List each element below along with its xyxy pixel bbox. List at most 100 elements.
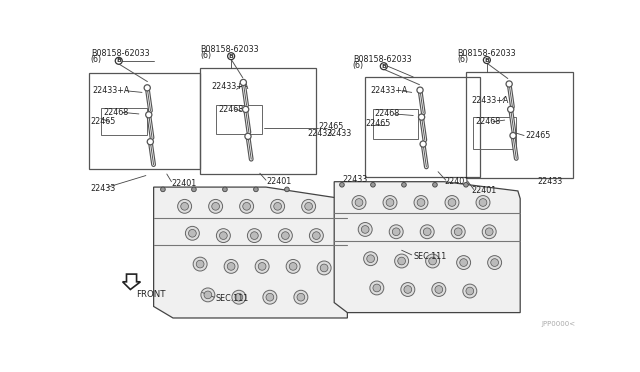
Text: 22433+A: 22433+A bbox=[371, 86, 408, 95]
Circle shape bbox=[144, 85, 150, 91]
Circle shape bbox=[483, 57, 490, 64]
Circle shape bbox=[271, 199, 285, 213]
Text: 22465: 22465 bbox=[90, 117, 115, 126]
Circle shape bbox=[432, 283, 446, 296]
Circle shape bbox=[367, 255, 374, 263]
Circle shape bbox=[297, 294, 305, 301]
Circle shape bbox=[253, 187, 259, 192]
Text: 22468: 22468 bbox=[103, 108, 129, 117]
Bar bbox=[200, 68, 316, 174]
Text: 22465: 22465 bbox=[525, 131, 551, 140]
Text: B08158-62033: B08158-62033 bbox=[91, 49, 150, 58]
Circle shape bbox=[404, 286, 412, 294]
Text: 22401: 22401 bbox=[266, 177, 291, 186]
Circle shape bbox=[466, 287, 474, 295]
Text: JPP0000<: JPP0000< bbox=[541, 321, 575, 327]
Text: B: B bbox=[228, 54, 234, 59]
Circle shape bbox=[228, 53, 235, 60]
Circle shape bbox=[371, 183, 375, 187]
Circle shape bbox=[389, 225, 403, 239]
Text: SEC.111: SEC.111 bbox=[216, 294, 249, 303]
Polygon shape bbox=[123, 274, 140, 289]
Circle shape bbox=[433, 183, 437, 187]
Text: SEC.111: SEC.111 bbox=[413, 252, 447, 261]
Circle shape bbox=[358, 222, 372, 236]
Text: 22433+A: 22433+A bbox=[472, 96, 509, 105]
Circle shape bbox=[224, 259, 238, 273]
Text: FRONT: FRONT bbox=[136, 291, 165, 299]
Circle shape bbox=[193, 257, 207, 271]
Circle shape bbox=[402, 183, 406, 187]
Circle shape bbox=[479, 199, 487, 206]
Circle shape bbox=[240, 79, 246, 86]
Circle shape bbox=[451, 225, 465, 239]
Bar bbox=[466, 71, 573, 178]
Circle shape bbox=[417, 87, 423, 93]
Text: B08158-62033: B08158-62033 bbox=[458, 49, 516, 58]
Text: 22433: 22433 bbox=[307, 129, 332, 138]
Bar bbox=[101, 108, 147, 135]
Circle shape bbox=[355, 199, 363, 206]
Circle shape bbox=[301, 199, 316, 213]
Text: B: B bbox=[381, 64, 386, 69]
Text: 22433+A: 22433+A bbox=[212, 82, 249, 91]
Circle shape bbox=[232, 290, 246, 304]
Circle shape bbox=[147, 139, 154, 145]
Circle shape bbox=[204, 291, 212, 299]
Circle shape bbox=[294, 290, 308, 304]
Circle shape bbox=[401, 283, 415, 296]
Text: 22433: 22433 bbox=[537, 177, 563, 186]
Circle shape bbox=[463, 183, 468, 187]
Bar bbox=[216, 105, 262, 134]
Circle shape bbox=[340, 183, 344, 187]
Bar bbox=[473, 117, 516, 150]
Text: 22468: 22468 bbox=[374, 109, 400, 118]
Circle shape bbox=[419, 114, 425, 120]
Circle shape bbox=[320, 264, 328, 272]
Circle shape bbox=[220, 232, 227, 240]
Circle shape bbox=[186, 226, 199, 240]
Bar bbox=[90, 73, 200, 169]
Circle shape bbox=[282, 232, 289, 240]
Polygon shape bbox=[334, 182, 520, 312]
Circle shape bbox=[216, 229, 230, 243]
Circle shape bbox=[420, 225, 434, 239]
Circle shape bbox=[286, 259, 300, 273]
Circle shape bbox=[373, 284, 381, 292]
Text: 22433: 22433 bbox=[326, 129, 352, 138]
Circle shape bbox=[196, 260, 204, 268]
Text: (6): (6) bbox=[353, 61, 364, 70]
Text: (6): (6) bbox=[200, 51, 211, 60]
Text: 22433: 22433 bbox=[91, 184, 116, 193]
Circle shape bbox=[414, 196, 428, 209]
Circle shape bbox=[289, 263, 297, 270]
Circle shape bbox=[180, 202, 189, 210]
Circle shape bbox=[397, 257, 406, 265]
Circle shape bbox=[161, 187, 165, 192]
Text: (6): (6) bbox=[91, 55, 102, 64]
Circle shape bbox=[457, 256, 470, 269]
Circle shape bbox=[255, 259, 269, 273]
Circle shape bbox=[243, 202, 250, 210]
Circle shape bbox=[223, 187, 227, 192]
Circle shape bbox=[392, 228, 400, 235]
Polygon shape bbox=[154, 187, 348, 318]
Circle shape bbox=[488, 256, 502, 269]
Circle shape bbox=[212, 202, 220, 210]
Circle shape bbox=[508, 106, 514, 112]
Circle shape bbox=[235, 294, 243, 301]
Circle shape bbox=[239, 199, 253, 213]
Circle shape bbox=[491, 259, 499, 266]
Circle shape bbox=[259, 263, 266, 270]
Text: B08158-62033: B08158-62033 bbox=[353, 55, 412, 64]
Circle shape bbox=[460, 259, 467, 266]
Bar bbox=[365, 77, 480, 177]
Circle shape bbox=[485, 228, 493, 235]
Circle shape bbox=[383, 196, 397, 209]
Circle shape bbox=[189, 230, 196, 237]
Circle shape bbox=[248, 229, 261, 243]
Text: 22433: 22433 bbox=[342, 175, 367, 184]
Circle shape bbox=[274, 202, 282, 210]
Circle shape bbox=[209, 199, 223, 213]
Circle shape bbox=[115, 57, 122, 64]
